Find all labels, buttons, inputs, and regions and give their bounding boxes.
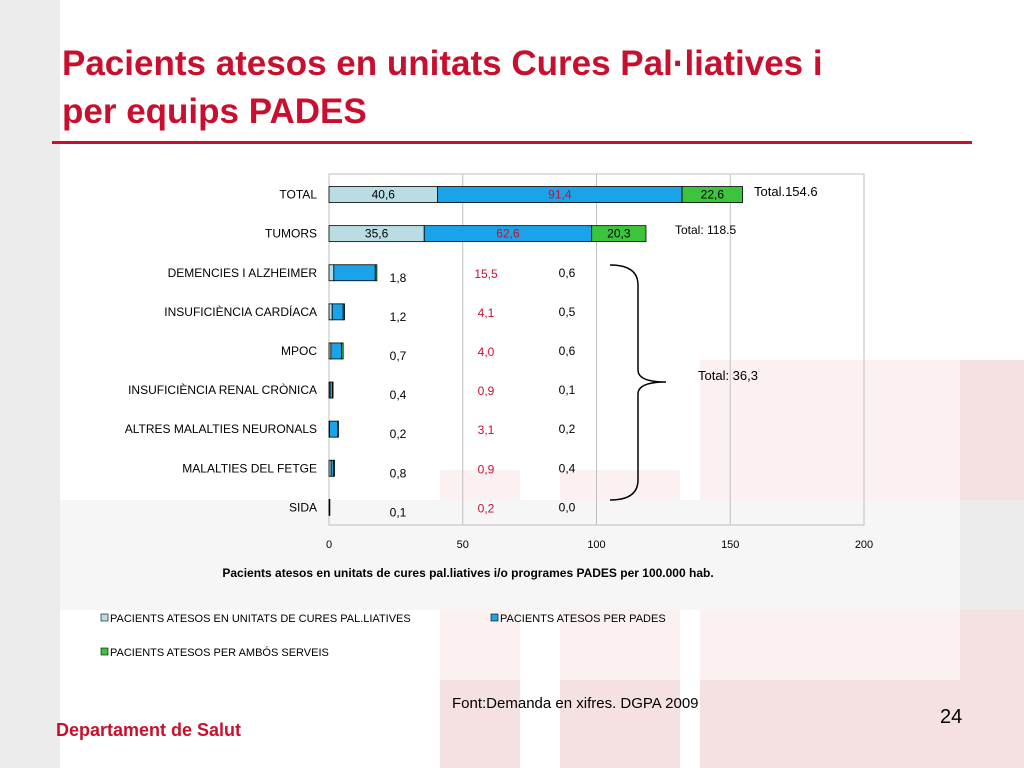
data-label: 0,6 — [559, 266, 576, 280]
data-label: 0,4 — [559, 461, 576, 475]
legend-label: PACIENTS ATESOS PER PADES — [500, 613, 666, 625]
legend-label: PACIENTS ATESOS PER AMBÓS SERVEIS — [110, 646, 329, 659]
data-label: 0,2 — [390, 427, 407, 441]
bar-segment — [333, 459, 336, 477]
data-label: 0,8 — [390, 466, 407, 480]
data-label: 4,1 — [478, 306, 495, 320]
legend-swatch — [490, 613, 499, 622]
data-label: 0,2 — [559, 422, 576, 436]
bar-segment — [328, 303, 333, 321]
data-label: 62,6 — [496, 227, 520, 241]
page-number: 24 — [940, 706, 963, 728]
bar-segment — [342, 303, 345, 321]
data-label: 0,1 — [559, 383, 576, 397]
data-label: 91,4 — [548, 188, 572, 202]
legend-swatch — [100, 613, 109, 622]
bar-segment — [332, 381, 334, 399]
category-label: MPOC — [281, 344, 317, 358]
data-label: 0,6 — [559, 344, 576, 358]
legend-swatch — [100, 647, 109, 656]
category-label: TUMORS — [265, 227, 317, 241]
data-label: 0,9 — [478, 384, 495, 398]
data-label: 20,3 — [607, 227, 631, 241]
bar-segment — [591, 225, 647, 243]
data-label: 0,2 — [478, 501, 495, 515]
data-label: 40,6 — [372, 188, 396, 202]
total-annotation-all: Total.154.6 — [754, 184, 818, 199]
bar-segment — [330, 342, 342, 360]
bar-segment — [329, 420, 339, 438]
x-axis-title: Pacients atesos en unitats de cures pal.… — [222, 566, 713, 580]
category-label: MALALTIES DEL FETGE — [182, 461, 317, 475]
category-label: SIDA — [289, 500, 317, 514]
category-label: ALTRES MALALTIES NEURONALS — [125, 422, 317, 436]
category-label: INSUFICIÈNCIA RENAL CRÒNICA — [128, 382, 317, 397]
legend-label: PACIENTS ATESOS EN UNITATS DE CURES PAL.… — [110, 613, 411, 625]
bar-segment — [328, 264, 335, 282]
bar-segment — [328, 498, 331, 516]
data-label: 3,1 — [478, 423, 495, 437]
x-tick-label: 200 — [855, 539, 873, 551]
source-note: Font:Demanda en xifres. DGPA 2009 — [452, 695, 699, 712]
bar-segment — [333, 264, 376, 282]
page-title-line-2: per equips PADES — [62, 92, 367, 131]
x-tick-label: 100 — [587, 539, 605, 551]
data-label: 35,6 — [365, 227, 389, 241]
department-footer: Departament de Salut — [56, 720, 242, 740]
bar-segment — [341, 342, 344, 360]
data-label: 0,0 — [559, 500, 576, 514]
data-label: 4,0 — [478, 345, 495, 359]
data-label: 0,9 — [478, 462, 495, 476]
category-label: TOTAL — [279, 188, 317, 202]
bar-segment — [331, 303, 344, 321]
data-label: 15,5 — [474, 267, 498, 281]
bar-segment — [337, 420, 339, 438]
data-label: 0,5 — [559, 305, 576, 319]
data-label: 22,6 — [701, 188, 725, 202]
x-tick-label: 50 — [457, 539, 469, 551]
group-brace — [609, 264, 667, 501]
category-label: INSUFICIÈNCIA CARDÍACA — [164, 304, 317, 319]
total-annotation-tumors: Total: 118.5 — [675, 223, 736, 237]
data-label: 0,1 — [390, 505, 407, 519]
data-label: 1,2 — [390, 310, 407, 324]
title-divider — [52, 141, 972, 144]
page-title: Pacients atesos en unitats Cures Pal·lia… — [62, 40, 982, 136]
bar-segment — [681, 186, 743, 203]
x-tick-label: 0 — [326, 539, 332, 551]
total-annotation-group: Total: 36,3 — [698, 368, 758, 383]
data-label: 0,4 — [390, 388, 407, 402]
data-label: 1,8 — [390, 271, 407, 285]
x-tick-label: 150 — [721, 539, 739, 551]
bar-segment — [374, 264, 378, 282]
data-label: 0,7 — [390, 349, 407, 363]
category-label: DEMENCIES I ALZHEIMER — [168, 266, 318, 280]
page-title-line-1: Pacients atesos en unitats Cures Pal·lia… — [62, 44, 823, 83]
